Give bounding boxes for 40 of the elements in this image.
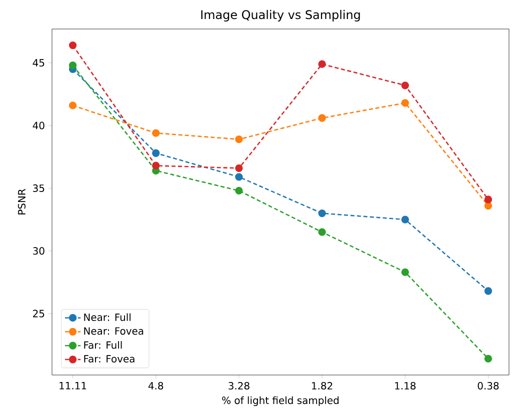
point [318, 228, 326, 236]
x-tick-label: 11.11 [60, 382, 86, 390]
point [318, 114, 326, 122]
legend-label: Near: Full [84, 313, 130, 322]
x-tick-label: 4.8 [148, 382, 164, 390]
point [484, 202, 492, 210]
legend-label: Near: Fovea [84, 327, 144, 335]
point [401, 82, 409, 90]
y-tick-label: 40 [32, 122, 44, 130]
y-tick-label: 25 [33, 310, 44, 318]
x-tick-label: 1.82 [312, 382, 332, 390]
point [235, 173, 243, 181]
point [235, 135, 243, 144]
point [318, 60, 326, 68]
x-tick-label: 1.18 [395, 382, 416, 390]
point [484, 196, 492, 204]
point [401, 268, 409, 276]
point [235, 164, 243, 172]
point [152, 149, 160, 157]
x-tick-label: 0.38 [478, 382, 499, 390]
x-tick-label: 3.28 [228, 382, 250, 390]
chart-title: Image Quality vs Sampling [201, 10, 360, 22]
point [68, 41, 77, 50]
point [401, 216, 409, 224]
y-tick-label: 45 [32, 59, 44, 67]
y-axis-title: PSNR [18, 188, 26, 214]
y-tick-label: 30 [33, 247, 44, 255]
point [235, 186, 243, 195]
y-tick-label: 35 [33, 184, 44, 192]
point [68, 62, 77, 70]
x-axis-title: % of light field sampled [222, 396, 339, 406]
point [152, 129, 160, 137]
legend-label: Far: Full [84, 341, 122, 349]
point [401, 99, 409, 107]
legend-label: Far: Fovea [84, 355, 134, 363]
point [484, 287, 492, 295]
point [68, 102, 77, 110]
point [484, 354, 492, 363]
point [318, 209, 326, 218]
point [152, 162, 160, 170]
